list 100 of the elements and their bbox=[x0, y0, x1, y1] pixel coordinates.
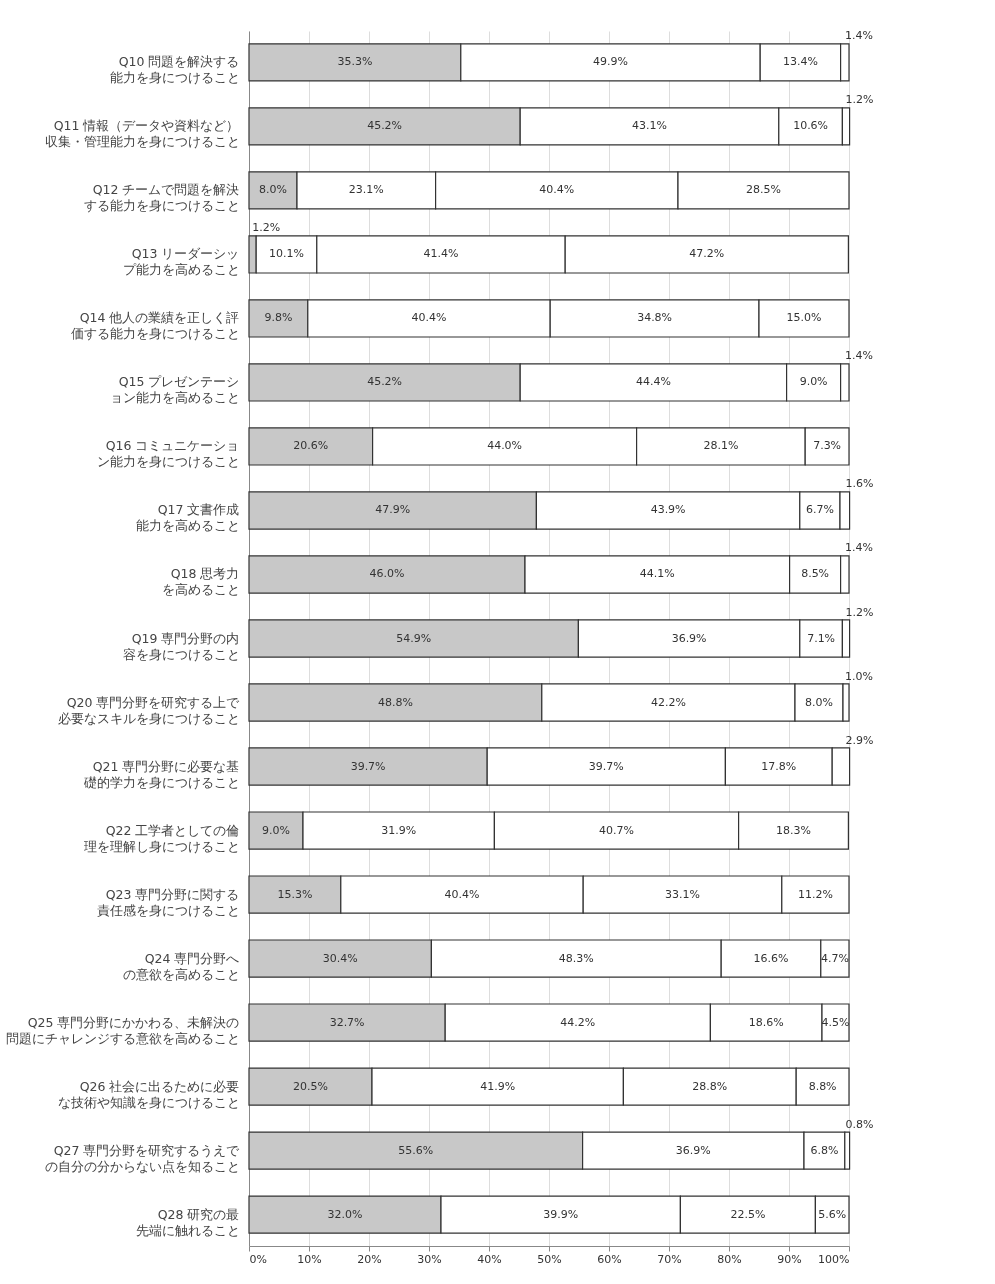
y-tick-label: Q15 プレゼンテーション能力を高めること bbox=[109, 374, 240, 406]
data-label: 1.4% bbox=[845, 349, 873, 363]
data-label: 13.4% bbox=[782, 55, 818, 69]
data-label: 39.7% bbox=[350, 759, 386, 773]
data-label: 48.3% bbox=[558, 951, 594, 965]
data-label: 1.4% bbox=[845, 29, 873, 43]
data-label: 1.4% bbox=[845, 541, 873, 555]
data-label: 30.4% bbox=[322, 951, 358, 965]
data-label: 32.7% bbox=[329, 1015, 365, 1029]
data-label: 34.8% bbox=[637, 311, 673, 325]
data-label: 55.6% bbox=[398, 1143, 434, 1157]
x-tick-label: 90% bbox=[777, 1252, 802, 1266]
data-label: 1.6% bbox=[845, 477, 874, 491]
data-label: 16.6% bbox=[753, 951, 789, 965]
data-label: 1.2% bbox=[845, 605, 874, 619]
data-label: 22.5% bbox=[730, 1207, 766, 1221]
y-tick-label: Q27 専門分野を研究するうえでの自分の分からない点を知ること bbox=[44, 1142, 241, 1174]
x-tick-label: 20% bbox=[357, 1252, 382, 1266]
data-label: 44.1% bbox=[639, 567, 675, 581]
data-label: 6.8% bbox=[810, 1143, 839, 1157]
data-label: 40.4% bbox=[539, 183, 575, 197]
data-label: 20.5% bbox=[293, 1079, 328, 1093]
data-label: 39.7% bbox=[588, 759, 624, 773]
data-label: 43.1% bbox=[632, 119, 667, 133]
data-label: 41.9% bbox=[480, 1079, 516, 1093]
data-label: 9.0% bbox=[262, 823, 290, 837]
y-tick-label: Q24 専門分野への意欲を高めること bbox=[122, 950, 240, 982]
data-label: 18.3% bbox=[776, 823, 811, 837]
data-label: 36.9% bbox=[675, 1143, 711, 1157]
data-label: 7.1% bbox=[807, 631, 836, 645]
data-label: 45.2% bbox=[367, 375, 403, 389]
data-label: 41.4% bbox=[423, 247, 459, 261]
x-tick-label: 10% bbox=[297, 1252, 322, 1266]
data-label: 44.2% bbox=[560, 1015, 596, 1029]
data-label: 54.9% bbox=[396, 631, 432, 645]
data-label: 45.2% bbox=[367, 119, 403, 133]
x-tick-label: 50% bbox=[537, 1252, 562, 1266]
data-label: 15.0% bbox=[786, 311, 822, 325]
y-tick-label: Q23 専門分野に関する責任感を身につけること bbox=[96, 886, 240, 918]
data-label: 1.2% bbox=[252, 221, 281, 235]
data-label: 40.7% bbox=[599, 823, 634, 837]
data-label: 1.2% bbox=[845, 93, 874, 107]
data-label: 8.0% bbox=[805, 695, 833, 709]
data-label: 9.8% bbox=[264, 311, 293, 325]
data-label: 28.1% bbox=[703, 439, 739, 453]
x-tick-label: 80% bbox=[717, 1252, 742, 1266]
y-tick-label: Q20 専門分野を研究する上で必要なスキルを身につけること bbox=[57, 694, 241, 726]
data-label: 8.8% bbox=[808, 1079, 837, 1093]
y-tick-label: Q14 他人の業績を正しく評価する能力を身につけること bbox=[70, 310, 240, 342]
x-tick-label: 30% bbox=[417, 1252, 442, 1266]
data-label: 36.9% bbox=[671, 631, 707, 645]
data-label: 1.0% bbox=[845, 669, 873, 683]
y-tick-label: Q12 チームで問題を解決する能力を身につけること bbox=[83, 182, 240, 214]
y-tick-label: Q22 工学者としての倫理を理解し身につけること bbox=[83, 822, 240, 854]
data-label: 9.0% bbox=[799, 375, 828, 389]
y-tick-label: Q13 リーダーシップ能力を高めること bbox=[122, 246, 240, 278]
y-tick-label: Q16 コミュニケーション能力を身につけること bbox=[96, 438, 240, 470]
data-label: 31.9% bbox=[381, 823, 417, 837]
data-label: 23.1% bbox=[348, 183, 384, 197]
data-label: 47.2% bbox=[689, 247, 725, 261]
y-tick-label: Q11 情報（データや資料など）収集・管理能力を身につけること bbox=[44, 118, 240, 150]
data-label: 48.8% bbox=[377, 695, 413, 709]
y-tick-label: Q18 思考力を高めること bbox=[161, 566, 240, 598]
data-label: 10.6% bbox=[793, 119, 829, 133]
y-tick-label: Q17 文書作成能力を高めること bbox=[135, 502, 240, 534]
data-label: 17.8% bbox=[761, 759, 797, 773]
data-label: 11.2% bbox=[797, 887, 833, 901]
data-label: 49.9% bbox=[593, 55, 628, 69]
x-tick-label: 60% bbox=[597, 1252, 622, 1266]
y-tick-label: Q26 社会に出るために必要な技術や知識を身につけること bbox=[57, 1078, 240, 1110]
y-tick-label: Q25 専門分野にかかわる、未解決の問題にチャレンジする意欲を高めること bbox=[5, 1014, 240, 1046]
data-label: 32.0% bbox=[327, 1207, 363, 1221]
data-label: 7.3% bbox=[813, 439, 842, 453]
data-label: 43.9% bbox=[650, 503, 686, 517]
x-tick-label: 100% bbox=[818, 1252, 850, 1266]
data-label: 6.7% bbox=[805, 503, 834, 517]
data-label: 5.6% bbox=[818, 1207, 847, 1221]
y-tick-label: Q21 専門分野に必要な基礎的学力を身につけること bbox=[82, 758, 240, 790]
data-label: 33.1% bbox=[665, 887, 700, 901]
y-tick-label: Q19 専門分野の内容を身につけること bbox=[122, 630, 240, 662]
data-label: 39.9% bbox=[543, 1207, 579, 1221]
data-label: 42.2% bbox=[650, 695, 686, 709]
x-tick-label: 0% bbox=[249, 1252, 267, 1266]
data-label: 18.6% bbox=[748, 1015, 784, 1029]
data-label: 28.5% bbox=[746, 183, 781, 197]
x-tick-label: 40% bbox=[477, 1252, 502, 1266]
data-label: 35.3% bbox=[337, 55, 373, 69]
data-label: 46.0% bbox=[369, 567, 405, 581]
y-tick-label: Q28 研究の最先端に触れること bbox=[135, 1206, 240, 1238]
data-label: 0.8% bbox=[845, 1117, 874, 1131]
data-label: 47.9% bbox=[375, 503, 411, 517]
data-label: 20.6% bbox=[293, 439, 329, 453]
data-label: 15.3% bbox=[277, 887, 313, 901]
data-label: 44.0% bbox=[487, 439, 523, 453]
data-label: 44.4% bbox=[635, 375, 671, 389]
x-tick-label: 70% bbox=[657, 1252, 682, 1266]
y-tick-label: Q10 問題を解決する能力を身につけること bbox=[109, 54, 240, 86]
data-label: 28.8% bbox=[692, 1079, 728, 1093]
data-label: 40.4% bbox=[411, 311, 447, 325]
data-label: 8.0% bbox=[259, 183, 287, 197]
